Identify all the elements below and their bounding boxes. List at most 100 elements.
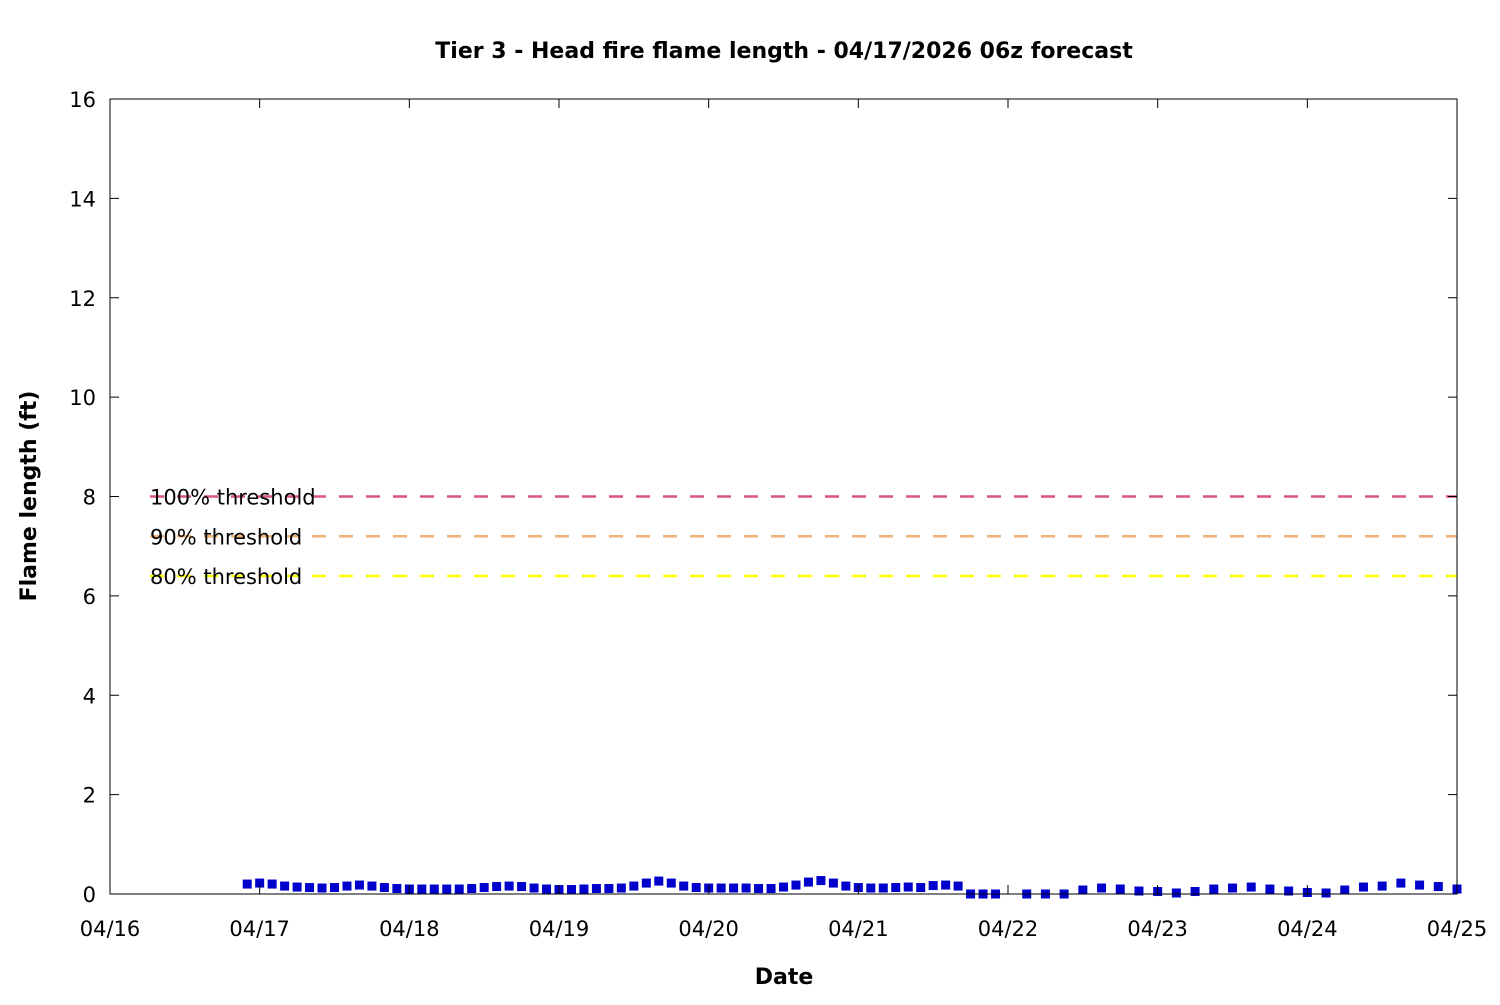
data-point [305,883,315,893]
data-point [791,880,801,890]
data-point [1396,878,1406,888]
data-point [616,883,626,893]
data-point [492,882,502,892]
data-point [803,877,813,887]
data-point [1078,885,1088,895]
data-point [654,876,664,886]
y-tick-label: 2 [83,784,96,808]
data-point [928,881,938,891]
y-tick-label: 10 [69,386,96,410]
x-tick-label: 04/20 [678,917,739,941]
data-point [267,879,277,889]
data-point [1433,882,1443,892]
data-point [504,881,514,891]
y-tick-label: 16 [69,88,96,112]
data-point [1321,888,1331,898]
data-point [342,881,352,891]
legend-label: 100% threshold [150,486,316,510]
data-point [891,883,901,893]
data-point [903,882,913,892]
x-tick-label: 04/25 [1427,917,1488,941]
data-point [741,883,751,893]
data-point [454,884,464,894]
data-point [442,884,452,894]
data-point [354,880,364,890]
data-point [1171,888,1181,898]
data-point [379,883,389,893]
y-tick-label: 12 [69,287,96,311]
data-point [280,881,290,891]
data-point [716,883,726,893]
data-point [866,883,876,893]
data-point [367,881,377,891]
data-point [429,884,439,894]
data-point [766,884,776,894]
data-point [679,881,689,891]
legend-label: 90% threshold [150,525,302,549]
data-point [1115,884,1125,894]
data-point [479,883,489,893]
data-point [242,879,252,889]
data-point [591,884,601,894]
data-point [1358,882,1368,892]
x-axis: 04/16 04/17 04/18 04/19 04/20 04/21 04/22 04/23… [80,99,1488,941]
chart-title: Tier 3 - Head fire flame length - 04/17/… [435,39,1133,64]
data-point [1340,885,1350,895]
data-point [916,883,926,893]
data-point [1265,884,1275,894]
data-point [542,884,552,894]
data-point [641,878,651,888]
data-point [292,882,302,892]
x-tick-label: 04/17 [229,917,290,941]
threshold-lines: 100% threshold 90% threshold 80% threshold [150,486,1457,589]
data-point [579,884,589,894]
data-point [878,883,888,893]
x-tick-label: 04/24 [1277,917,1338,941]
data-point [729,883,739,893]
data-point [1246,882,1256,892]
data-point [1134,886,1144,896]
x-tick-label: 04/18 [379,917,440,941]
y-tick-label: 0 [83,883,96,907]
data-point [1190,887,1200,897]
data-point [1377,881,1387,891]
data-point [604,884,614,894]
data-point [517,882,527,892]
data-point [1097,883,1107,893]
data-point [1209,884,1219,894]
legend-label: 80% threshold [150,565,302,589]
data-point [1415,880,1425,890]
data-point [828,878,838,888]
y-axis-label: Flame length (ft) [17,391,42,602]
data-point [330,883,339,893]
series-layer [242,876,1462,899]
y-tick-label: 6 [83,585,96,609]
data-point [953,881,963,891]
y-tick-label: 14 [69,187,96,211]
data-point [467,884,477,894]
data-point [816,876,826,886]
data-point [754,884,764,894]
x-tick-label: 04/16 [80,917,141,941]
data-point [841,881,851,891]
data-point [255,878,265,888]
data-point [779,882,788,892]
data-point [941,880,951,890]
x-tick-label: 04/19 [529,917,590,941]
data-point [1228,883,1237,893]
data-point [566,885,576,895]
y-axis: 0 2 4 6 8 10 12 14 16 [69,88,1457,907]
data-point [691,883,701,893]
x-tick-label: 04/22 [978,917,1039,941]
data-point [417,884,427,894]
x-axis-label: Date [755,965,814,990]
data-point [629,881,639,891]
data-point [529,883,539,893]
x-tick-label: 04/23 [1127,917,1188,941]
data-point [666,878,676,888]
y-tick-label: 8 [83,486,96,510]
data-point [392,884,402,894]
y-tick-label: 4 [83,684,96,708]
